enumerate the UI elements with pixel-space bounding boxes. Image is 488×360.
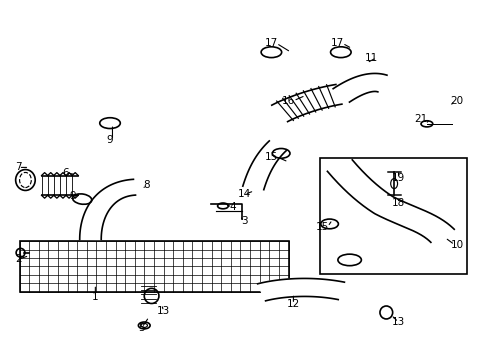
Text: 5: 5 [138,323,145,333]
Text: 8: 8 [143,180,150,190]
Text: 7: 7 [15,162,22,172]
Text: 17: 17 [330,38,344,48]
Text: 4: 4 [228,202,235,212]
Text: 13: 13 [391,317,405,327]
Text: 20: 20 [450,96,463,106]
Text: 15: 15 [315,222,329,232]
Polygon shape [271,85,341,122]
Polygon shape [41,176,78,195]
Text: 17: 17 [264,38,278,48]
Text: 15: 15 [264,152,278,162]
Polygon shape [332,73,386,102]
Text: 3: 3 [241,216,247,226]
Text: 9: 9 [106,135,113,145]
Polygon shape [80,179,135,239]
Text: 2: 2 [15,254,22,264]
Polygon shape [257,278,344,301]
Text: 14: 14 [237,189,251,199]
Text: 12: 12 [286,299,300,309]
Text: 10: 10 [450,240,463,250]
Text: 19: 19 [391,173,405,183]
Text: 18: 18 [391,198,405,208]
Bar [20,241,288,292]
Bar [320,158,466,274]
Text: 21: 21 [413,114,427,124]
Polygon shape [327,160,453,242]
Text: 1: 1 [92,292,99,302]
Text: 9: 9 [69,191,76,201]
Polygon shape [243,141,285,190]
Text: 6: 6 [62,168,69,178]
Text: 13: 13 [157,306,170,316]
Text: 11: 11 [364,53,378,63]
Text: 16: 16 [281,96,295,106]
